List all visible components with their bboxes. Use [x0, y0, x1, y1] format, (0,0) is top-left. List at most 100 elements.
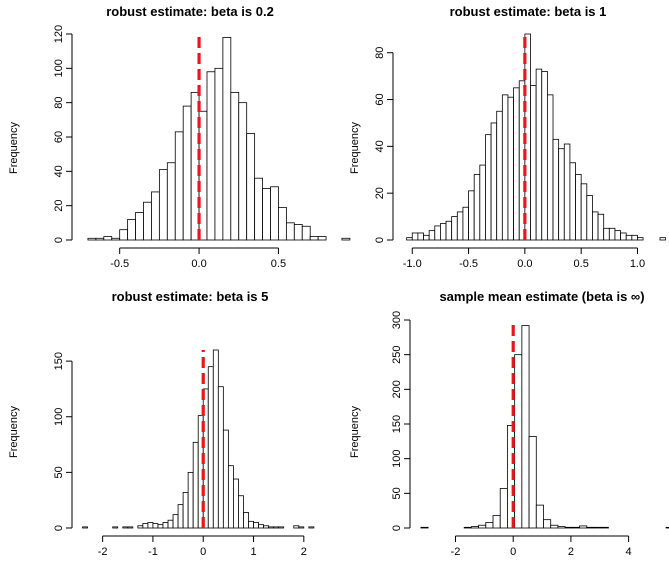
histogram-bar: [665, 526, 669, 529]
y-tick-label: 80: [374, 47, 386, 59]
histogram-bar: [192, 441, 199, 529]
y-tick-label: 100: [53, 408, 65, 426]
histogram-bar: [127, 218, 136, 241]
histogram-bar: [103, 236, 113, 241]
x-tick-label: -2: [451, 546, 461, 558]
histogram-bar: [293, 224, 303, 241]
histogram-bar: [309, 236, 319, 241]
histogram-bar: [278, 526, 285, 529]
histogram-bar: [569, 162, 576, 241]
histogram-bar: [608, 227, 616, 241]
y-tick-label: 100: [53, 59, 65, 77]
y-tick-label: 0: [53, 525, 65, 531]
histogram-bar: [248, 520, 254, 529]
histogram-bar: [603, 227, 610, 241]
histogram-bar: [411, 232, 419, 241]
histogram-bar: [268, 526, 275, 529]
histogram-bar: [499, 488, 508, 529]
histogram-bar: [521, 325, 530, 529]
histogram-bar: [550, 524, 559, 529]
histogram-bar: [157, 524, 164, 529]
histogram-bar: [137, 525, 144, 529]
x-tick-label: -2: [98, 546, 108, 558]
y-tick-label: 150: [391, 415, 403, 433]
histogram-bar: [513, 87, 520, 241]
histogram-bar: [473, 174, 481, 241]
histogram-bar: [552, 138, 560, 241]
histogram-bar: [479, 164, 486, 241]
histogram-bar: [207, 366, 214, 529]
histogram-bar: [592, 211, 599, 241]
histogram-bar: [293, 525, 300, 529]
histogram-bar: [597, 213, 605, 241]
histogram-bar: [428, 230, 436, 241]
histogram-bar: [246, 133, 256, 241]
x-tick-label: 0.5: [271, 258, 286, 270]
y-tick-label: 60: [53, 131, 65, 143]
x-tick-label: 0.0: [517, 258, 532, 270]
histogram-bar: [147, 522, 154, 529]
histogram-bar: [127, 526, 134, 529]
x-tick-label: -0.5: [459, 258, 478, 270]
histogram-bar: [541, 71, 548, 241]
histogram-bar: [253, 522, 259, 529]
histogram-bar: [485, 522, 494, 529]
histogram-bar: [445, 220, 453, 241]
histogram-bar: [530, 85, 537, 241]
x-tick-label: 0.0: [191, 258, 206, 270]
y-tick-label: 0: [53, 237, 65, 243]
histogram-bar: [451, 216, 458, 241]
histogram-bar: [87, 237, 97, 241]
y-tick-label: 300: [391, 311, 403, 329]
histogram-bar: [238, 102, 248, 241]
histogram-bar: [206, 71, 216, 241]
y-tick-label: 20: [374, 187, 386, 199]
histogram-bar: [490, 122, 498, 241]
y-tick-label: 50: [391, 487, 403, 499]
y-tick-label: 0: [391, 525, 403, 531]
histogram-bar: [478, 524, 487, 529]
histogram-bar: [485, 134, 492, 241]
histogram-bar: [258, 524, 264, 529]
histogram-bar: [270, 186, 279, 241]
histogram-bar: [434, 225, 441, 241]
histogram-bar: [659, 237, 667, 241]
histogram-bar: [462, 206, 469, 241]
histogram-bar: [214, 67, 224, 241]
histogram-bar: [162, 522, 169, 529]
histogram-bar: [417, 232, 424, 241]
histogram-bar: [135, 212, 144, 241]
histogram-bar: [557, 526, 566, 529]
y-tick-label: 100: [391, 449, 403, 467]
histogram-bar: [166, 162, 176, 241]
histogram-bar: [278, 206, 287, 241]
chart-title: sample mean estimate (beta is ∞): [439, 289, 644, 304]
y-tick-label: 40: [53, 165, 65, 177]
histogram-bar: [423, 234, 430, 241]
x-tick-label: 4: [626, 546, 632, 558]
histogram-bar: [182, 105, 192, 241]
chart-title: robust estimate: beta is 5: [112, 289, 269, 304]
x-tick-label: 2: [301, 546, 307, 558]
histogram-bar: [558, 148, 565, 241]
histogram-bar: [631, 234, 638, 241]
y-tick-label: 200: [391, 380, 403, 398]
histogram-bar: [233, 478, 239, 529]
y-axis-label: Frequency: [8, 406, 20, 458]
y-axis-label: Frequency: [349, 122, 361, 174]
histogram-bar: [230, 91, 240, 241]
histogram-bar: [456, 211, 464, 241]
y-tick-label: 80: [53, 97, 65, 109]
x-tick-label: -0.5: [110, 258, 129, 270]
histogram-bar: [285, 222, 295, 241]
x-tick-label: 0.5: [574, 258, 589, 270]
histogram-bar: [470, 526, 479, 529]
histogram-bar: [222, 429, 229, 529]
histogram-bar: [158, 169, 168, 241]
histogram-bar: [341, 237, 351, 241]
histogram-bar: [579, 525, 588, 529]
histogram-bar: [496, 110, 503, 241]
histogram-bar: [507, 96, 515, 241]
histogram-bar: [172, 514, 179, 529]
